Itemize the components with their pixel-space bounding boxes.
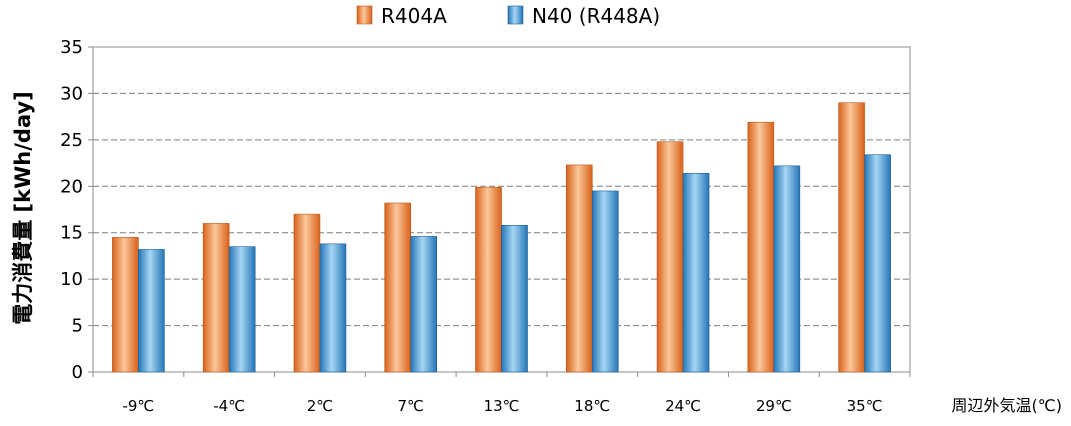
bars bbox=[112, 102, 891, 373]
x-tick-label: -9℃ bbox=[122, 397, 154, 415]
legend-swatch-n40 bbox=[507, 5, 524, 25]
bar-n40 bbox=[773, 165, 801, 373]
bar-n40 bbox=[501, 224, 528, 373]
y-tick-label: 10 bbox=[60, 269, 83, 290]
x-axis-ticks: -9℃ -4℃ 2℃ 7℃ 13℃ 18℃ 24℃ 29℃ 35℃ bbox=[92, 372, 911, 415]
x-tick-label: 24℃ bbox=[665, 397, 701, 415]
bar-r404a bbox=[565, 164, 593, 373]
bar-r404a bbox=[112, 237, 139, 373]
y-tick-label: 0 bbox=[72, 362, 83, 383]
bar-n40 bbox=[591, 190, 619, 373]
legend-swatch-r404a bbox=[356, 5, 373, 25]
bar-r404a bbox=[838, 102, 865, 373]
legend-label-n40: N40 (R448A) bbox=[532, 4, 660, 28]
bar-n40 bbox=[410, 236, 438, 373]
y-tick-label: 30 bbox=[60, 83, 83, 104]
legend: R404A N40 (R448A) bbox=[356, 4, 660, 28]
bar-r404a bbox=[202, 223, 230, 373]
legend-label-r404a: R404A bbox=[381, 4, 447, 28]
x-axis-label: 周辺外気温(℃) bbox=[952, 396, 1062, 415]
bar-r404a bbox=[475, 186, 502, 373]
y-axis-ticks: 0 5 10 15 20 25 30 35 bbox=[60, 37, 93, 383]
x-tick-label: 13℃ bbox=[484, 397, 520, 415]
bar-r404a bbox=[656, 141, 684, 373]
bar-n40 bbox=[682, 172, 710, 373]
x-tick-label: 35℃ bbox=[847, 397, 883, 415]
y-tick-label: 35 bbox=[60, 37, 83, 58]
bar-n40 bbox=[228, 246, 256, 373]
x-tick-label: 2℃ bbox=[307, 397, 333, 415]
x-tick-label: 18℃ bbox=[574, 397, 610, 415]
x-tick-label: 29℃ bbox=[756, 397, 792, 415]
y-tick-label: 5 bbox=[72, 316, 83, 337]
bar-r404a bbox=[747, 121, 775, 373]
bar-n40 bbox=[864, 154, 891, 373]
y-tick-label: 15 bbox=[60, 223, 83, 244]
bar-r404a bbox=[293, 213, 321, 373]
bar-r404a bbox=[384, 202, 412, 373]
y-tick-label: 25 bbox=[60, 130, 83, 151]
x-tick-label: -4℃ bbox=[213, 397, 245, 415]
bar-n40 bbox=[319, 243, 347, 373]
y-tick-label: 20 bbox=[60, 176, 83, 197]
x-tick-label: 7℃ bbox=[398, 397, 424, 415]
bar-n40 bbox=[138, 249, 165, 373]
y-axis-label: 電力消費量 [kWh/day] bbox=[11, 91, 35, 325]
